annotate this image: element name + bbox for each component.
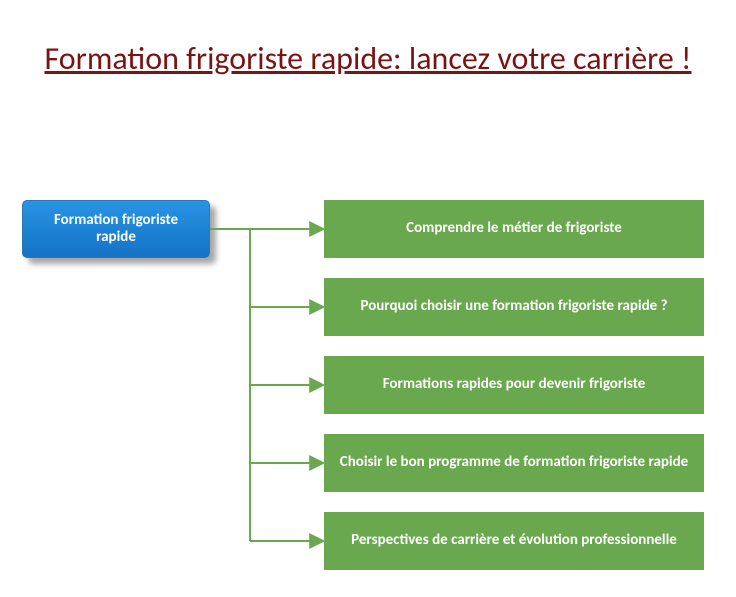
title-text: Formation frigoriste rapide: lancez votr… [45,39,692,78]
child-label: Formations rapides pour devenir frigoris… [383,376,646,393]
child-label: Pourquoi choisir une formation frigorist… [360,298,667,315]
page-title: Formation frigoriste rapide: lancez votr… [0,0,736,78]
child-node: Pourquoi choisir une formation frigorist… [324,278,704,336]
child-label: Choisir le bon programme de formation fr… [340,454,688,471]
child-node: Comprendre le métier de frigoriste [324,200,704,258]
tree-diagram: Formation frigoriste rapide Comprendre l… [0,190,736,590]
child-label: Comprendre le métier de frigoriste [406,220,622,237]
child-node: Formations rapides pour devenir frigoris… [324,356,704,414]
child-node: Choisir le bon programme de formation fr… [324,434,704,492]
child-label: Perspectives de carrière et évolution pr… [351,532,677,549]
child-node: Perspectives de carrière et évolution pr… [324,512,704,570]
